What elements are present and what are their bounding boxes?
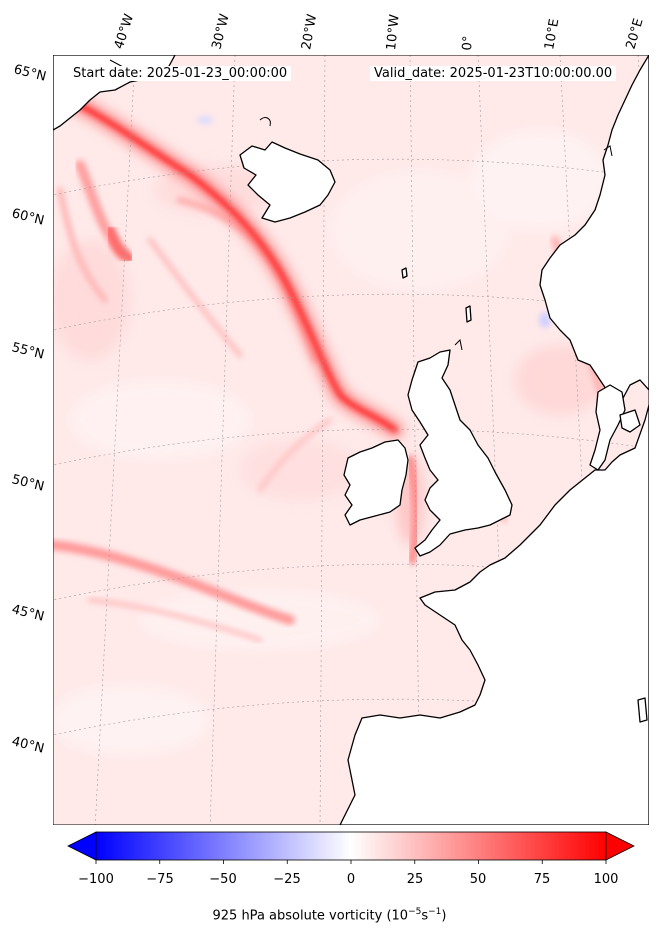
start-date-label: Start date: 2025-01-23_00:00:00 bbox=[69, 66, 292, 81]
colorbar-tick: 0 bbox=[346, 872, 356, 887]
colorbar bbox=[67, 831, 635, 864]
primary-vorticity-front bbox=[62, 92, 403, 438]
colorbar-min-extend bbox=[67, 831, 97, 861]
colorbar-tick: 50 bbox=[469, 872, 487, 887]
colorbar-tick: −100 bbox=[78, 872, 114, 887]
land-iceland bbox=[239, 141, 336, 223]
colorbar-tick: 75 bbox=[533, 872, 551, 887]
map-panel bbox=[53, 55, 649, 825]
valid-date-label: Valid_date: 2025-01-23T10:00:00.00 bbox=[370, 66, 617, 81]
land-denmark bbox=[589, 384, 626, 471]
colorbar-tick: 100 bbox=[593, 872, 619, 887]
land-continental-europe bbox=[339, 404, 649, 825]
colorbar-tick: −25 bbox=[273, 872, 301, 887]
colorbar-max-extend bbox=[605, 831, 635, 861]
lon-label-0: 0° bbox=[460, 35, 477, 51]
colorbar-label: 925 hPa absolute vorticity (10−5s−1) bbox=[212, 907, 447, 924]
colorbar-tick: 25 bbox=[406, 872, 424, 887]
land-great-britain bbox=[407, 349, 513, 557]
colorbar-bar bbox=[95, 831, 607, 861]
colorbar-tick: −50 bbox=[209, 872, 237, 887]
colorbar-tick: −75 bbox=[146, 872, 174, 887]
land-ireland bbox=[343, 439, 409, 526]
